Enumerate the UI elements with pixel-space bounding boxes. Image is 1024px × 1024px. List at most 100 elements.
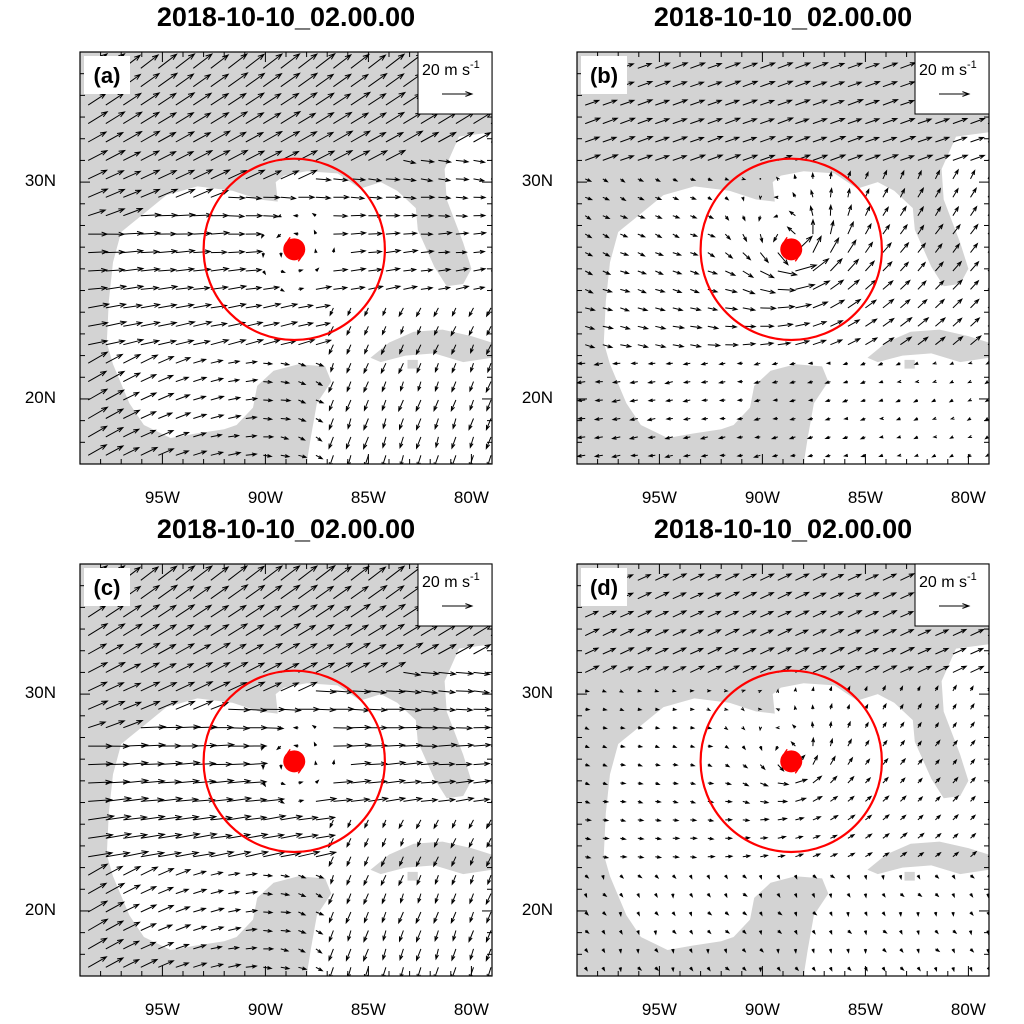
wind-vector bbox=[193, 92, 213, 106]
wind-vector bbox=[263, 380, 274, 384]
wind-vector bbox=[486, 911, 492, 924]
wind-vector bbox=[812, 754, 819, 765]
wind-vector bbox=[619, 892, 624, 898]
wind-vector bbox=[420, 286, 434, 291]
wind-vector bbox=[87, 900, 109, 913]
wind-vector bbox=[984, 398, 989, 403]
wind-vector bbox=[811, 948, 815, 954]
wind-vector bbox=[400, 838, 404, 847]
wind-vector bbox=[829, 236, 840, 253]
wind-vector bbox=[438, 250, 451, 255]
wind-vector bbox=[760, 288, 777, 294]
wind-vector bbox=[438, 286, 452, 291]
wind-vector bbox=[314, 779, 320, 784]
wind-vector bbox=[398, 911, 404, 925]
wind-vector bbox=[601, 948, 606, 954]
wind-vector bbox=[363, 911, 369, 924]
wind-vector bbox=[585, 196, 594, 201]
wind-vector bbox=[602, 665, 618, 673]
wind-vector bbox=[984, 380, 989, 385]
wind-vector bbox=[690, 836, 698, 841]
wind-vector bbox=[636, 911, 640, 917]
wind-vector bbox=[620, 99, 636, 106]
wind-vector bbox=[655, 344, 667, 349]
wind-vector bbox=[175, 450, 190, 456]
wind-vector bbox=[807, 453, 814, 458]
wind-vector bbox=[690, 81, 705, 88]
wind-vector bbox=[228, 451, 242, 456]
wind-vector bbox=[672, 99, 689, 106]
wind-vector bbox=[585, 836, 592, 841]
wind-vector bbox=[882, 929, 888, 934]
wind-vector bbox=[682, 361, 691, 366]
wind-vector bbox=[672, 689, 677, 693]
wind-vector bbox=[602, 707, 608, 711]
wind-vector bbox=[490, 103, 492, 106]
wind-vector bbox=[829, 737, 834, 747]
wind-vector bbox=[403, 743, 424, 748]
wind-vector bbox=[470, 875, 474, 885]
wind-vector bbox=[345, 399, 352, 413]
wind-vector bbox=[438, 131, 457, 143]
wind-vector bbox=[812, 118, 828, 125]
hurricane-symbol-icon bbox=[780, 238, 803, 261]
wind-vector bbox=[611, 399, 621, 403]
wind-vector bbox=[123, 207, 144, 217]
wind-vector bbox=[245, 565, 266, 581]
wind-vector bbox=[347, 307, 352, 317]
wind-vector bbox=[741, 177, 747, 181]
wind-vector bbox=[637, 215, 646, 219]
wind-vector bbox=[279, 252, 283, 258]
lat-tick-label: 20N bbox=[24, 387, 56, 407]
wind-vector bbox=[455, 643, 475, 655]
wind-vector bbox=[298, 169, 318, 180]
wind-vector bbox=[742, 629, 757, 637]
wind-vector bbox=[245, 643, 265, 655]
wind-vector bbox=[935, 795, 941, 802]
wind-vector bbox=[672, 781, 679, 785]
wind-vector bbox=[830, 628, 845, 637]
wind-vector bbox=[618, 930, 623, 935]
wind-vector bbox=[620, 855, 628, 859]
wind-vector bbox=[435, 436, 439, 449]
wind-vector bbox=[742, 929, 747, 935]
wind-vector bbox=[385, 194, 402, 200]
wind-vector bbox=[263, 624, 282, 637]
wind-vector bbox=[315, 564, 336, 581]
wind-vector bbox=[333, 54, 353, 69]
wind-vector bbox=[158, 392, 175, 401]
wind-vector bbox=[584, 929, 590, 934]
wind-vector bbox=[830, 646, 846, 655]
wind-vector bbox=[399, 948, 404, 961]
wind-vector bbox=[298, 362, 307, 367]
wind-vector bbox=[363, 893, 369, 906]
wind-vector bbox=[758, 911, 763, 917]
wind-vector bbox=[105, 284, 128, 290]
wind-vector bbox=[490, 727, 492, 729]
wind-vector bbox=[298, 911, 307, 916]
wind-vector bbox=[900, 155, 916, 161]
wind-vector bbox=[672, 762, 679, 767]
wind-vector bbox=[775, 176, 780, 181]
wind-vector bbox=[933, 967, 938, 972]
wind-vector bbox=[706, 892, 711, 898]
wind-vector bbox=[228, 360, 241, 365]
wind-vector bbox=[175, 53, 196, 69]
wind-vector bbox=[438, 267, 452, 273]
wind-vector bbox=[682, 380, 691, 384]
wind-vector bbox=[468, 930, 474, 943]
lon-tick-label: 95W bbox=[641, 488, 677, 507]
wind-vector bbox=[775, 726, 780, 730]
wind-vector bbox=[700, 453, 708, 458]
wind-vector bbox=[381, 911, 387, 924]
wind-vector bbox=[777, 80, 794, 88]
wind-vector bbox=[210, 230, 231, 236]
wind-vector bbox=[775, 745, 779, 751]
wind-vector bbox=[490, 671, 492, 673]
wind-vector bbox=[175, 851, 200, 858]
wind-vector bbox=[970, 758, 976, 765]
wind-vector bbox=[420, 725, 440, 731]
wind-vector bbox=[865, 99, 881, 106]
wind-vector bbox=[315, 92, 335, 106]
wind-vector bbox=[314, 760, 318, 766]
